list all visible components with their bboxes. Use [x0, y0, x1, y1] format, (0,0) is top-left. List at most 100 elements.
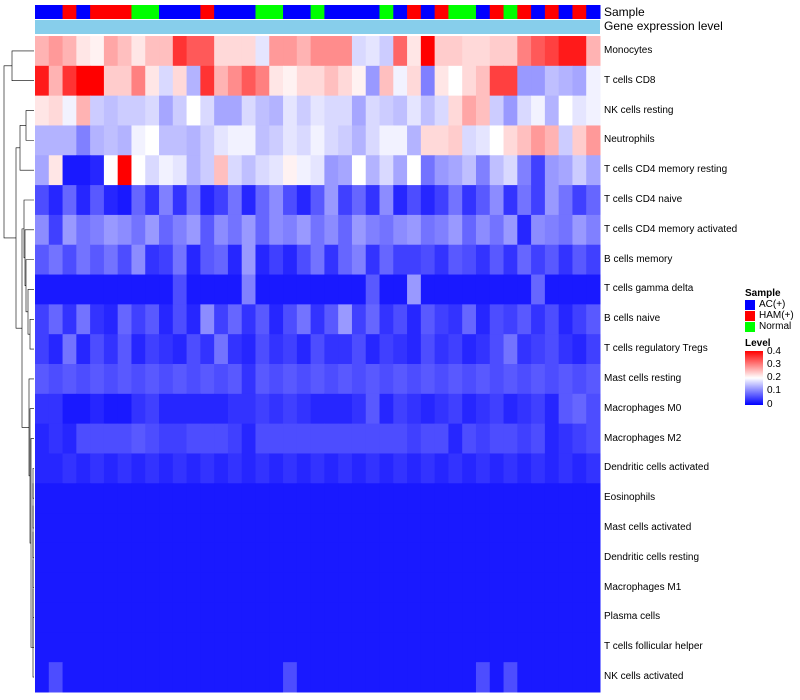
heatmap-cell: [572, 185, 587, 216]
heatmap-cell: [586, 423, 601, 454]
heatmap-cell: [227, 662, 243, 693]
heatmap-cell: [35, 274, 50, 305]
heatmap-cell: [200, 453, 215, 484]
row-label: Monocytes: [604, 44, 653, 56]
heatmap-cell: [172, 334, 188, 365]
legend-label-ham: HAM(+): [759, 310, 794, 321]
heatmap-cell: [255, 334, 270, 365]
heatmap-cell: [365, 155, 381, 186]
sample-annotation-cell: [200, 5, 215, 19]
heatmap-cell: [448, 334, 463, 365]
heatmap-cell: [572, 95, 587, 126]
heatmap-cell: [131, 274, 146, 305]
heatmap-cell: [517, 36, 532, 67]
heatmap-cell: [227, 393, 243, 425]
heatmap-cell: [434, 662, 449, 693]
level-tick-0.3: 0.3: [767, 359, 781, 370]
heatmap-cell: [269, 423, 284, 454]
heatmap-cell: [186, 244, 201, 276]
heatmap-cell: [296, 155, 312, 186]
heatmap-cell: [103, 483, 119, 514]
heatmap-cell: [172, 513, 188, 544]
heatmap-cell: [159, 542, 174, 574]
heatmap-cell: [379, 513, 394, 544]
heatmap-cell: [131, 542, 146, 574]
heatmap-cell: [172, 155, 188, 186]
heatmap-cell: [76, 662, 91, 693]
dendrogram-branch: [25, 110, 34, 141]
sample-annotation-cell: [351, 5, 367, 19]
heatmap-cell: [159, 185, 174, 216]
heatmap-cell: [48, 36, 64, 67]
heatmap-cell: [227, 513, 243, 544]
heatmap-cell: [310, 453, 325, 484]
heatmap-cell: [324, 423, 339, 454]
heatmap-cell: [117, 334, 132, 365]
heatmap-cell: [434, 572, 449, 604]
heatmap-cell: [76, 244, 91, 276]
heatmap-cell: [172, 602, 188, 633]
heatmap-cell: [103, 244, 119, 276]
heatmap-cell: [117, 304, 132, 335]
heatmap-cell: [517, 453, 532, 484]
heatmap-cell: [531, 364, 546, 395]
heatmap-cell: [35, 542, 50, 574]
heatmap-cell: [586, 36, 601, 67]
heatmap-cell: [159, 453, 174, 484]
heatmap-cell: [172, 632, 188, 663]
heatmap-cell: [172, 214, 188, 246]
heatmap-cell: [200, 483, 215, 514]
heatmap-cell: [103, 513, 119, 544]
heatmap-cell: [255, 572, 270, 604]
dendrogram-branch: [27, 289, 34, 335]
heatmap-cell: [586, 334, 601, 365]
heatmap-cell: [117, 513, 132, 544]
heatmap-cell: [407, 334, 422, 365]
heatmap-cell: [572, 542, 587, 574]
row-label: NK cells resting: [604, 104, 674, 116]
heatmap-cell: [255, 513, 270, 544]
heatmap-cell: [283, 572, 298, 604]
heatmap-cell: [103, 423, 119, 454]
heatmap-cell: [131, 602, 146, 633]
heatmap-cell: [296, 423, 312, 454]
heatmap-cell: [489, 244, 505, 276]
heatmap-cell: [35, 572, 50, 604]
heatmap-cell: [283, 304, 298, 335]
heatmap-cell: [145, 185, 160, 216]
heatmap-cell: [544, 364, 560, 395]
heatmap-cell: [489, 602, 505, 633]
heatmap-cell: [310, 542, 325, 574]
heatmap-cell: [338, 364, 353, 395]
heatmap-cell: [503, 364, 518, 395]
heatmap-cell: [48, 334, 64, 365]
heatmap-cell: [503, 423, 518, 454]
heatmap-cell: [448, 453, 463, 484]
heatmap-cell: [365, 542, 381, 574]
heatmap-cell: [558, 632, 573, 663]
heatmap-cell: [186, 334, 201, 365]
heatmap-cell: [379, 155, 394, 186]
heatmap-cell: [117, 542, 132, 574]
heatmap-cell: [393, 602, 408, 633]
heatmap-cell: [310, 334, 325, 365]
heatmap-cell: [420, 125, 436, 156]
heatmap-cell: [475, 453, 491, 484]
heatmap-cell: [76, 572, 91, 604]
heatmap-cell: [475, 244, 491, 276]
heatmap-cell: [448, 483, 463, 514]
heatmap-cell: [35, 483, 50, 514]
heatmap-cell: [503, 274, 518, 305]
heatmap-cell: [103, 125, 119, 156]
heatmap-cell: [241, 632, 256, 663]
heatmap-cell: [503, 95, 518, 126]
sample-annotation-cell: [145, 5, 160, 19]
heatmap-cell: [159, 602, 174, 633]
heatmap-cell: [544, 334, 560, 365]
heatmap-cell: [117, 244, 132, 276]
sample-annotation-cell: [186, 5, 201, 19]
legend-item-ac: AC(+): [745, 299, 794, 310]
sample-annotation-cell: [434, 5, 449, 19]
heatmap-cell: [76, 155, 91, 186]
heatmap-cell: [434, 36, 449, 67]
